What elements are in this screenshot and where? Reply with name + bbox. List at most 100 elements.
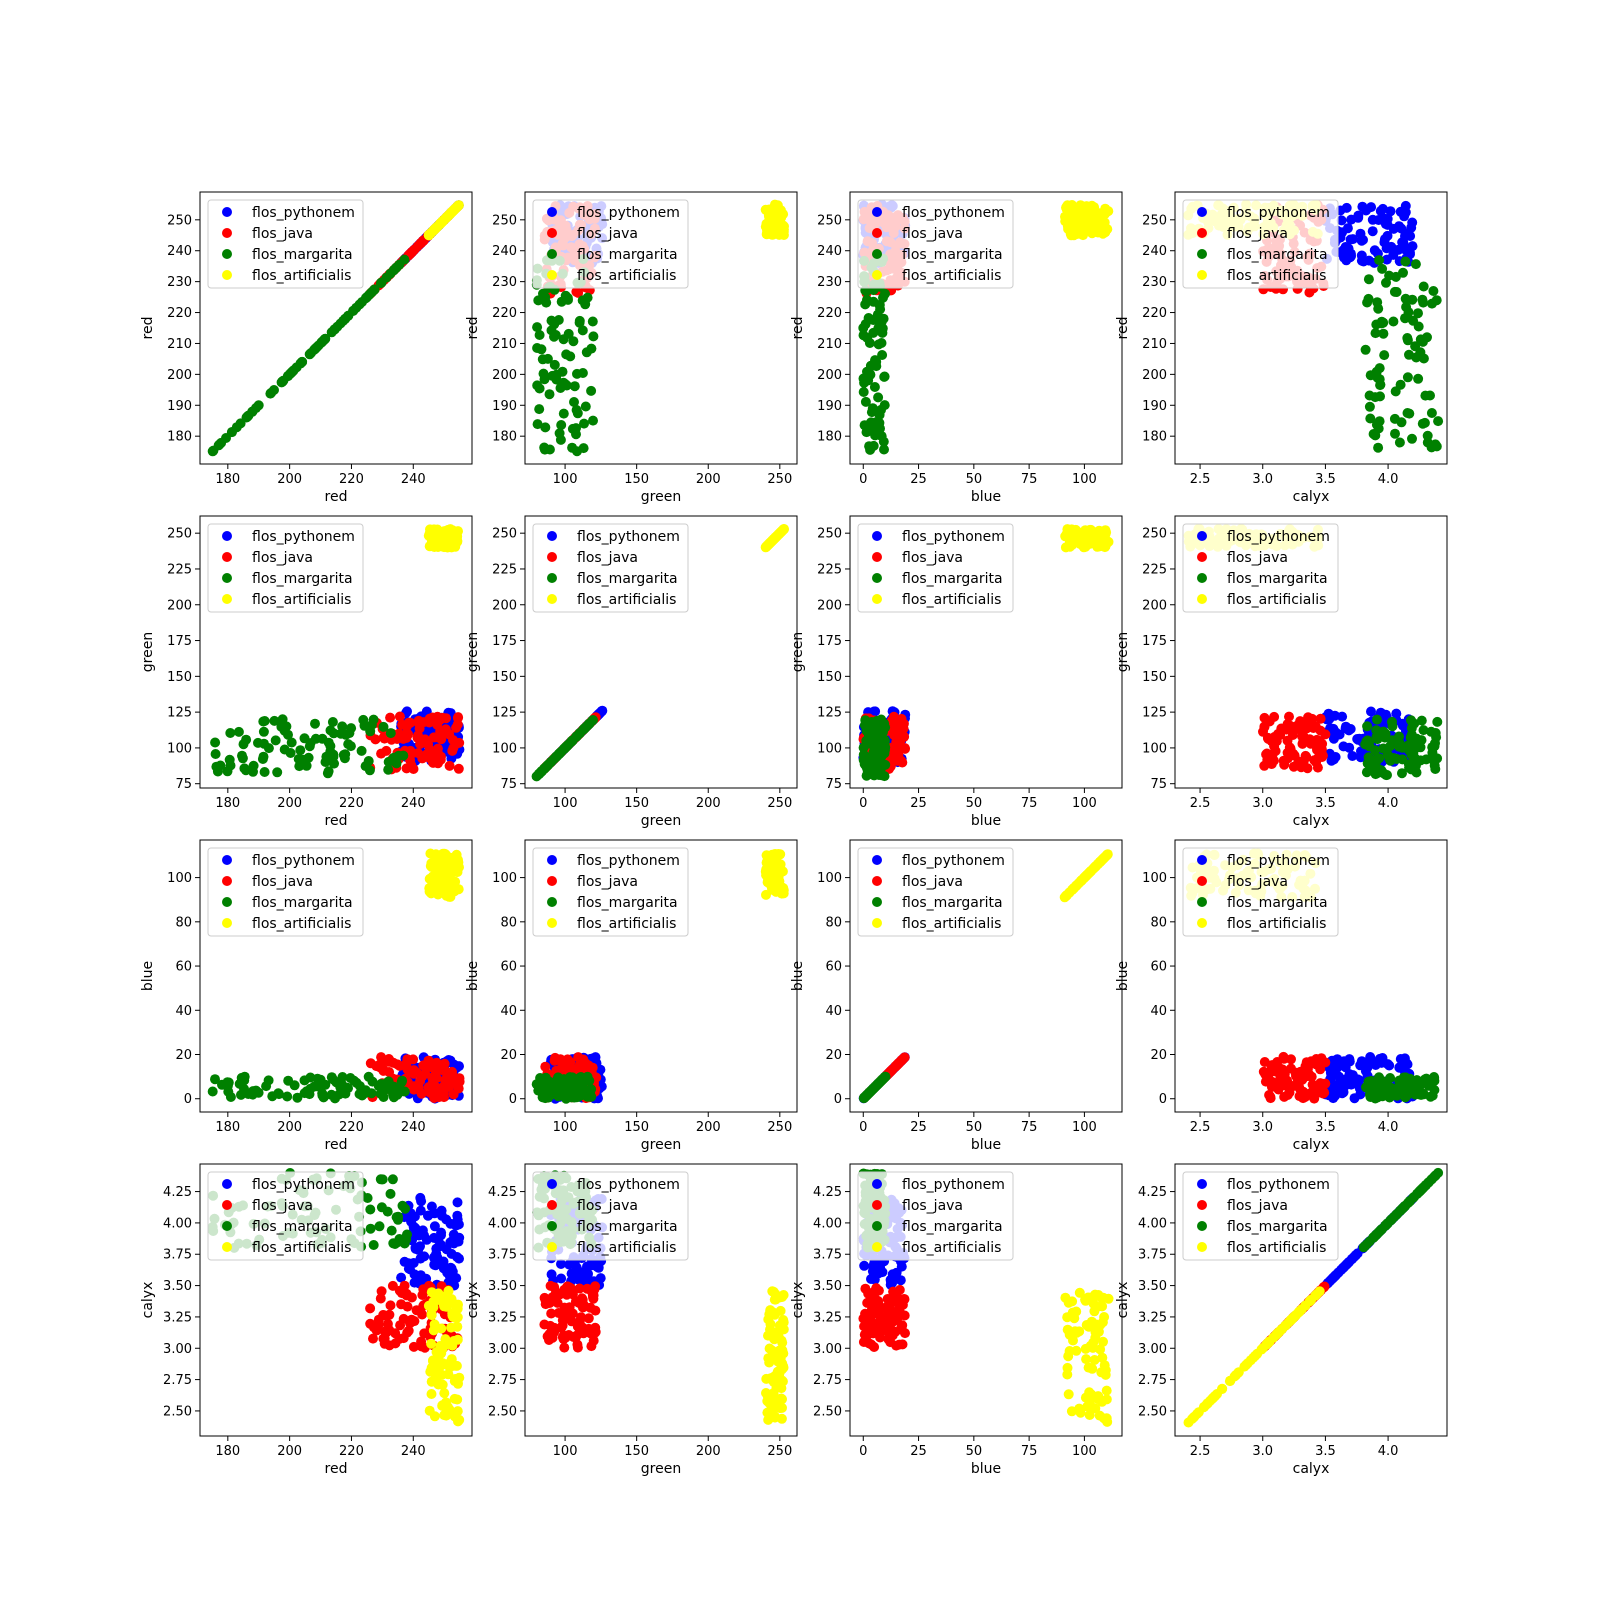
point-flos_margarita — [865, 444, 876, 455]
point-flos_margarita — [1363, 293, 1374, 304]
point-flos_margarita — [1404, 349, 1414, 360]
legend-marker-flos_artificialis — [222, 918, 232, 928]
x-tick-label: 0 — [859, 472, 867, 487]
legend-marker-flos_artificialis — [547, 918, 557, 928]
point-flos_margarita — [1413, 373, 1424, 384]
point-flos_margarita — [1402, 408, 1413, 418]
point-flos_margarita — [1401, 302, 1412, 312]
legend-box — [207, 199, 364, 289]
point-flos_margarita — [1397, 754, 1408, 765]
point-flos_margarita — [221, 433, 231, 443]
point-flos_java — [1259, 722, 1270, 733]
point-flos_margarita — [877, 770, 888, 781]
point-flos_pythonem — [1336, 215, 1347, 226]
y-tick-label: 250 — [492, 527, 517, 542]
legend-marker-flos_artificialis — [1197, 594, 1207, 604]
point-flos_pythonem — [1395, 1054, 1406, 1064]
point-flos_java — [890, 755, 901, 766]
point-flos_margarita — [291, 362, 302, 373]
y-tick-label: 220 — [492, 306, 517, 321]
point-flos_margarita — [876, 404, 886, 415]
point-flos_margarita — [583, 719, 594, 730]
point-flos_java — [432, 719, 443, 730]
point-flos_margarita — [335, 728, 346, 739]
point-flos_margarita — [874, 1078, 884, 1088]
axes-frame — [524, 191, 798, 465]
point-flos_margarita — [311, 1081, 322, 1092]
point-flos_java — [1260, 1069, 1271, 1080]
point-flos_margarita — [1372, 767, 1383, 778]
point-flos_margarita — [867, 403, 878, 414]
point-flos_artificialis — [439, 542, 450, 553]
point-flos_margarita — [1396, 417, 1407, 428]
point-flos_margarita — [558, 408, 569, 419]
y-tick-label: 125 — [817, 706, 842, 721]
point-flos_margarita — [1402, 312, 1413, 323]
point-flos_margarita — [1427, 298, 1437, 309]
point-flos_pythonem — [1329, 1065, 1340, 1076]
point-flos_margarita — [569, 381, 580, 392]
point-flos_margarita — [1362, 721, 1373, 732]
x-axis-label: blue — [971, 489, 1001, 505]
point-flos_artificialis — [773, 227, 784, 238]
point-flos_pythonem — [1396, 243, 1407, 254]
legend-marker-flos_java — [547, 228, 557, 238]
point-flos_artificialis — [765, 229, 776, 239]
point-flos_java — [1320, 729, 1331, 740]
point-flos_java — [406, 1292, 417, 1303]
legend-label: flos_java — [252, 874, 313, 890]
x-tick-label: 200 — [696, 1120, 721, 1135]
y-tick-label: 150 — [492, 670, 517, 685]
point-flos_java — [379, 1333, 390, 1344]
point-flos_java — [1284, 711, 1294, 722]
point-flos_margarita — [225, 1092, 236, 1102]
point-flos_margarita — [873, 339, 884, 350]
point-flos_margarita — [864, 733, 875, 744]
point-flos_margarita — [858, 755, 869, 765]
point-flos_margarita — [1390, 428, 1400, 439]
point-flos_margarita — [1433, 416, 1444, 427]
point-flos_margarita — [572, 408, 583, 419]
point-flos_java — [429, 1093, 440, 1103]
point-flos_margarita — [560, 379, 571, 390]
point-flos_margarita — [1374, 255, 1385, 266]
point-flos_java — [428, 732, 439, 743]
point-flos_pythonem — [1349, 1093, 1360, 1104]
point-flos_java — [573, 287, 584, 298]
point-flos_pythonem — [1379, 237, 1390, 248]
legend: flos_pythonemflos_javaflos_margaritaflos… — [1182, 847, 1339, 937]
point-flos_pythonem — [1366, 202, 1377, 213]
point-flos_margarita — [398, 750, 409, 761]
point-flos_margarita — [277, 714, 288, 725]
x-axis-label: green — [641, 813, 681, 829]
subplot-green-vs-blue: 0 25 50 75 10075100125150175200225250bluegre… — [790, 515, 1123, 829]
point-flos_margarita — [292, 1092, 303, 1103]
point-flos_margarita — [343, 739, 354, 750]
legend: flos_pythonemflos_javaflos_margaritaflos… — [857, 847, 1014, 937]
x-axis-label: calyx — [1293, 1137, 1330, 1153]
point-flos_margarita — [1426, 408, 1437, 418]
point-flos_java — [1286, 1054, 1296, 1065]
point-flos_margarita — [305, 738, 316, 749]
point-flos_margarita — [385, 728, 396, 739]
x-tick-label: 220 — [339, 1120, 364, 1135]
legend-label: flos_margarita — [902, 895, 1003, 911]
point-flos_pythonem — [415, 1205, 426, 1216]
point-flos_margarita — [1406, 723, 1417, 734]
point-flos_margarita — [1375, 380, 1386, 391]
point-flos_margarita — [367, 1076, 378, 1087]
point-flos_java — [580, 1063, 591, 1074]
subplot-green-vs-calyx: 2.5 3.0 3.5 4.075100125150175200225250calyx… — [1115, 515, 1448, 829]
y-tick-label: 175 — [817, 634, 842, 649]
x-tick-label: 240 — [401, 1120, 426, 1135]
legend-label: flos_margarita — [902, 571, 1003, 587]
x-tick-label: 200 — [277, 1120, 302, 1135]
x-axis-label: red — [325, 813, 348, 829]
legend-label: flos_artificialis — [902, 592, 1001, 608]
point-flos_margarita — [868, 296, 879, 307]
point-flos_margarita — [1394, 1086, 1405, 1097]
legend-label: flos_pythonem — [252, 853, 355, 869]
point-flos_margarita — [269, 715, 280, 726]
y-axis-label: red — [1115, 317, 1131, 340]
